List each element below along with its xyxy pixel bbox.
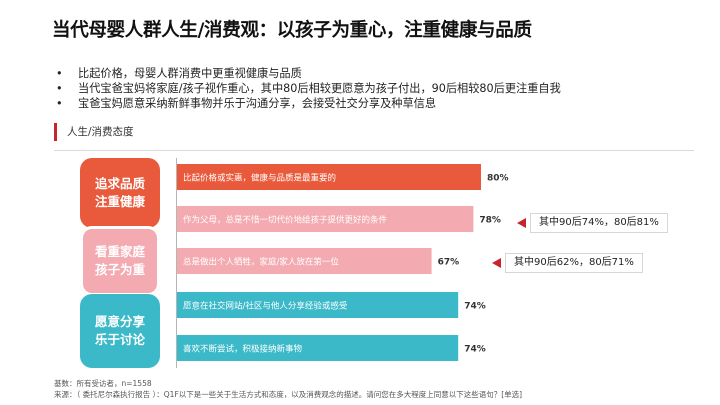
callout-box: 其中90后62%，80后71%: [505, 253, 643, 273]
callout-arrow-icon: [517, 218, 526, 228]
bar: [177, 248, 432, 274]
bar: [177, 164, 481, 190]
footnote-base: 基数：所有受访者，n=1558: [54, 379, 152, 388]
category-label-line: 孩子为重: [94, 262, 145, 277]
category-share-discuss: 愿意分享 乐于讨论: [80, 294, 160, 368]
bar-value-label: 80%: [487, 174, 509, 184]
bar-value-label: 67%: [438, 258, 460, 268]
category-label-line: 乐于讨论: [94, 332, 145, 347]
bar-value-label: 78%: [479, 216, 501, 226]
category-label-line: 愿意分享: [94, 314, 145, 329]
footnote-source: 来源：（ 委托尼尔森执行报告 ）：Q1F以下是一些关于生活方式和态度，以及消费观…: [54, 390, 523, 399]
callout-arrow-icon: [492, 258, 501, 268]
category-label-line: 注重健康: [94, 194, 145, 209]
bar: [177, 206, 474, 232]
bar-category-label: 喜欢不断尝试，积极接纳新事物: [183, 344, 303, 355]
bullet-item: 当代宝爸宝妈将家庭/孩子视作重心，其中80后相较更愿意为孩子付出，90后相较80…: [56, 81, 561, 96]
bar: [177, 292, 459, 318]
chart-axis-line: [176, 158, 177, 368]
bar-category-label: 总是做出个人牺牲，家庭/家人放在第一位: [183, 257, 339, 268]
bar-category-label: 比起价格或实惠，健康与品质是最重要的: [183, 173, 336, 184]
category-label-line: 追求品质: [94, 176, 145, 191]
bar-category-label: 作为父母，总是不惜一切代价地给孩子提供更好的条件: [183, 215, 388, 226]
category-family-children: 看重家庭 孩子为重: [80, 226, 160, 296]
bar-value-label: 74%: [464, 345, 486, 355]
category-label-line: 看重家庭: [94, 244, 145, 259]
bar-value-label: 74%: [464, 302, 486, 312]
bullet-item: 比起价格，母婴人群消费中更重视健康与品质: [56, 66, 561, 81]
bar-category-label: 愿意在社交网站/社区与他人分享经验或感受: [183, 301, 348, 312]
summary-bullets: 比起价格，母婴人群消费中更重视健康与品质 当代宝爸宝妈将家庭/孩子视作重心，其中…: [56, 66, 561, 111]
section-label: 人生/消费态度: [54, 123, 134, 141]
category-quality-health: 追求品质 注重健康: [80, 158, 160, 228]
bar: [177, 335, 459, 361]
bullet-item: 宝爸宝妈愿意采纳新鲜事物并乐于沟通分享，会接受社交分享及种草信息: [56, 96, 561, 111]
callout-box: 其中90后74%，80后81%: [530, 213, 668, 233]
section-divider: [54, 150, 694, 151]
page-title: 当代母婴人群人生/消费观：以孩子为重心，注重健康与品质: [52, 20, 532, 41]
